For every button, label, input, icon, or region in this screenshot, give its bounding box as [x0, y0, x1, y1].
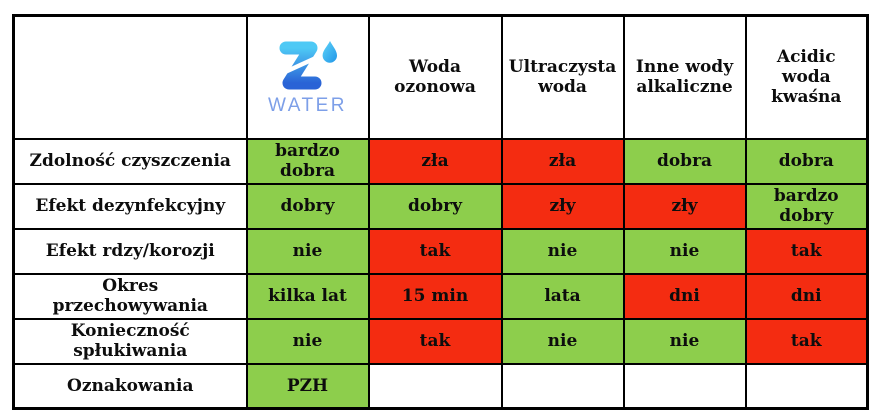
row-label: Oznakowania	[12, 362, 248, 410]
column-header-inne-wody-alkaliczne: Inne wody alkaliczne	[622, 14, 747, 140]
table-cell: tak	[744, 227, 869, 275]
column-header-ultraczysta-woda: Ultraczysta woda	[500, 14, 625, 140]
table-cell: dni	[622, 272, 747, 320]
table-body: Zdolność czyszczenia bardzo dobra zła zła do…	[12, 137, 869, 410]
table-cell: kilka lat	[245, 272, 370, 320]
table-cell: dobra	[744, 137, 869, 185]
table-cell: dobry	[367, 182, 503, 230]
row-label: Okres przechowywania	[12, 272, 248, 320]
table-row: Efekt rdzy/korozji nie tak nie nie tak	[12, 227, 869, 275]
table-cell: tak	[367, 227, 503, 275]
table-cell: tak	[744, 317, 869, 365]
table-cell: bardzo dobra	[245, 137, 370, 185]
row-label: Efekt dezynfekcyjny	[12, 182, 248, 230]
table-cell: zła	[500, 137, 625, 185]
table-row: Zdolność czyszczenia bardzo dobra zła zła do…	[12, 137, 869, 185]
table-row: Efekt dezynfekcyjny dobry dobry zły zły bardz…	[12, 182, 869, 230]
zwater-logo: WATER	[250, 37, 366, 117]
table-row: Konieczność spłukiwania nie tak nie nie tak	[12, 317, 869, 365]
zwater-brand-label: WATER	[268, 95, 347, 117]
z-droplet-logo-icon	[279, 41, 337, 90]
table-cell: bardzo dobry	[744, 182, 869, 230]
table-cell: zła	[367, 137, 503, 185]
table-cell: zły	[622, 182, 747, 230]
column-header-acidic-woda-kwasna: Acidic woda kwaśna	[744, 14, 869, 140]
zwater-logo-cell: WATER	[245, 14, 370, 140]
row-label: Konieczność spłukiwania	[12, 317, 248, 365]
row-label: Zdolność czyszczenia	[12, 137, 248, 185]
header-row: WATER Woda ozonowa Ultraczysta woda Inne…	[12, 14, 869, 140]
table-cell	[367, 362, 503, 410]
table-cell: nie	[622, 227, 747, 275]
table-cell: dobry	[245, 182, 370, 230]
row-label: Efekt rdzy/korozji	[12, 227, 248, 275]
table-cell	[622, 362, 747, 410]
column-header-woda-ozonowa: Woda ozonowa	[367, 14, 503, 140]
table-cell: zły	[500, 182, 625, 230]
table-cell: 15 min	[367, 272, 503, 320]
table-cell: lata	[500, 272, 625, 320]
table-cell: nie	[500, 227, 625, 275]
table-cell: dobra	[622, 137, 747, 185]
table-row: Okres przechowywania kilka lat 15 min lata d…	[12, 272, 869, 320]
table-cell: nie	[622, 317, 747, 365]
table-cell: dni	[744, 272, 869, 320]
comparison-table: WATER Woda ozonowa Ultraczysta woda Inne…	[12, 14, 869, 410]
table-cell	[500, 362, 625, 410]
table-cell: nie	[245, 317, 370, 365]
comparison-table-wrap: WATER Woda ozonowa Ultraczysta woda Inne…	[12, 14, 869, 410]
table-cell: nie	[500, 317, 625, 365]
table-cell	[744, 362, 869, 410]
table-cell: nie	[245, 227, 370, 275]
table-cell: tak	[367, 317, 503, 365]
table-cell: PZH	[245, 362, 370, 410]
corner-cell	[12, 14, 248, 140]
table-row: Oznakowania PZH	[12, 362, 869, 410]
